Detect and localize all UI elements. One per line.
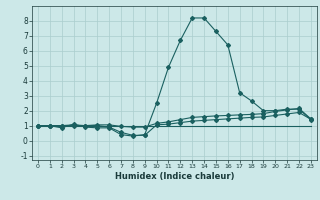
X-axis label: Humidex (Indice chaleur): Humidex (Indice chaleur) (115, 172, 234, 181)
